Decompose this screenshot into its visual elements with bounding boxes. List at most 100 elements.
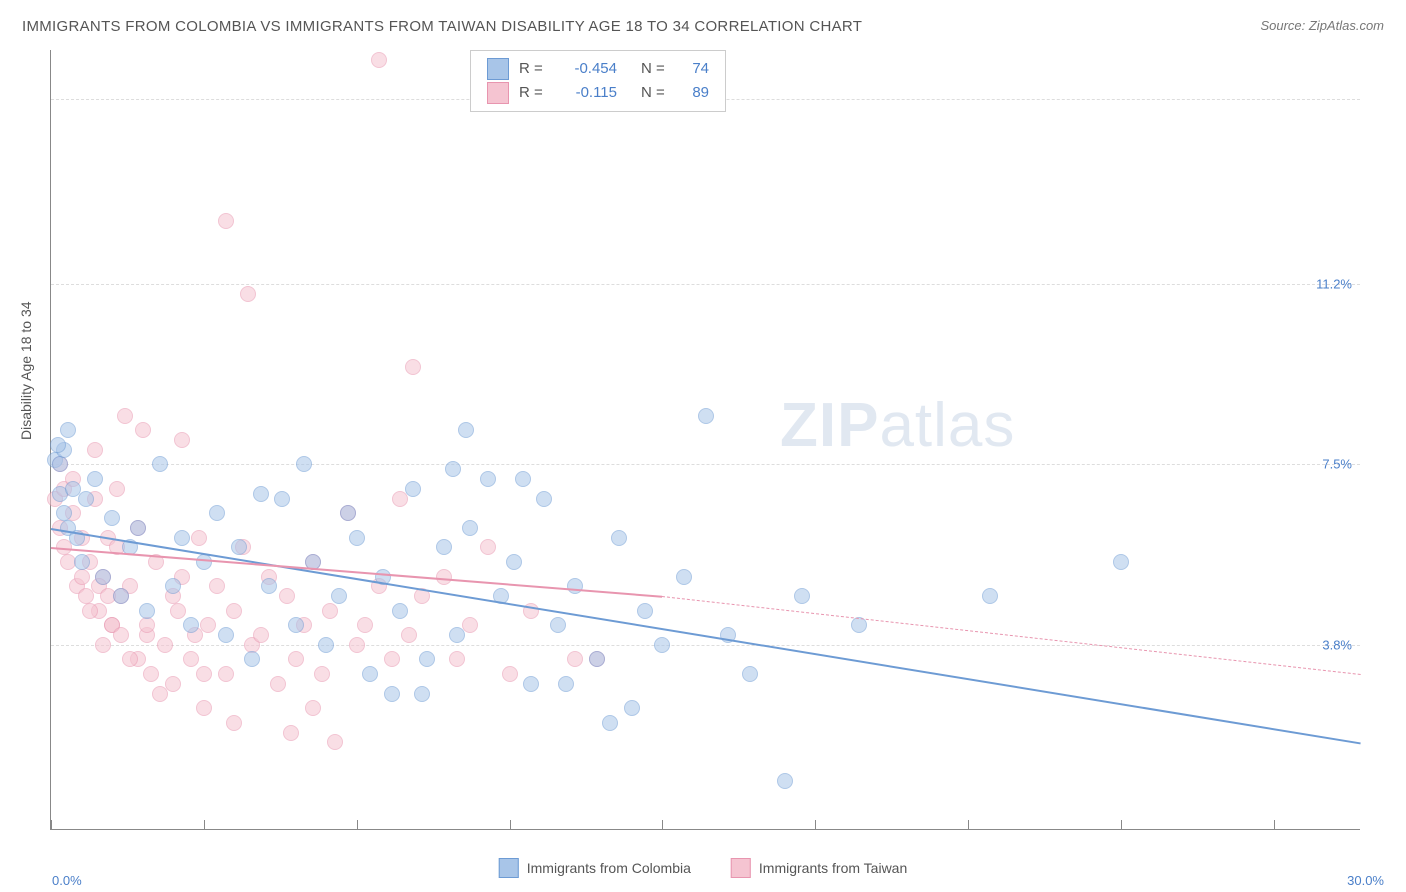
data-point: [458, 422, 474, 438]
data-point: [384, 651, 400, 667]
data-point: [288, 617, 304, 633]
data-point: [502, 666, 518, 682]
x-axis-min-label: 0.0%: [52, 873, 82, 888]
data-point: [523, 676, 539, 692]
data-point: [60, 422, 76, 438]
n-value: 89: [679, 81, 709, 105]
data-point: [449, 651, 465, 667]
data-point: [698, 408, 714, 424]
trend-line: [51, 528, 1361, 744]
data-point: [414, 686, 430, 702]
data-point: [165, 676, 181, 692]
legend-label: Immigrants from Colombia: [527, 860, 691, 876]
chart-plot-area: 3.8%7.5%11.2%: [50, 50, 1360, 830]
x-tick: [1274, 820, 1275, 830]
data-point: [296, 456, 312, 472]
data-point: [405, 481, 421, 497]
data-point: [170, 603, 186, 619]
data-point: [288, 651, 304, 667]
source-attribution: Source: ZipAtlas.com: [1260, 18, 1384, 33]
data-point: [183, 651, 199, 667]
legend-swatch: [487, 82, 509, 104]
data-point: [550, 617, 566, 633]
data-point: [602, 715, 618, 731]
data-point: [357, 617, 373, 633]
r-value: -0.454: [557, 57, 617, 81]
data-point: [152, 456, 168, 472]
data-point: [480, 539, 496, 555]
data-point: [218, 627, 234, 643]
legend-swatch: [731, 858, 751, 878]
data-point: [244, 651, 260, 667]
data-point: [157, 637, 173, 653]
data-point: [218, 213, 234, 229]
data-point: [209, 578, 225, 594]
data-point: [253, 486, 269, 502]
legend-item: Immigrants from Colombia: [499, 858, 691, 878]
data-point: [52, 456, 68, 472]
data-point: [130, 520, 146, 536]
data-point: [279, 588, 295, 604]
data-point: [462, 520, 478, 536]
data-point: [109, 481, 125, 497]
data-point: [113, 627, 129, 643]
data-point: [327, 734, 343, 750]
data-point: [567, 578, 583, 594]
data-point: [637, 603, 653, 619]
data-point: [567, 651, 583, 667]
y-axis-label: Disability Age 18 to 34: [18, 301, 34, 440]
stats-row: R =-0.115N =89: [487, 81, 709, 105]
data-point: [253, 627, 269, 643]
data-point: [401, 627, 417, 643]
data-point: [174, 530, 190, 546]
data-point: [558, 676, 574, 692]
data-point: [196, 666, 212, 682]
data-point: [445, 461, 461, 477]
data-point: [117, 408, 133, 424]
chart-legend: Immigrants from ColombiaImmigrants from …: [499, 858, 908, 878]
data-point: [139, 617, 155, 633]
data-point: [349, 530, 365, 546]
data-point: [340, 505, 356, 521]
stats-row: R =-0.454N =74: [487, 57, 709, 81]
y-tick-label: 11.2%: [1316, 277, 1352, 292]
data-point: [449, 627, 465, 643]
data-point: [218, 666, 234, 682]
data-point: [611, 530, 627, 546]
r-label: R =: [519, 81, 547, 105]
data-point: [274, 491, 290, 507]
n-label: N =: [641, 57, 669, 81]
data-point: [122, 651, 138, 667]
x-tick: [968, 820, 969, 830]
data-point: [174, 432, 190, 448]
data-point: [95, 569, 111, 585]
data-point: [515, 471, 531, 487]
data-point: [384, 686, 400, 702]
data-point: [349, 637, 365, 653]
data-point: [283, 725, 299, 741]
data-point: [82, 603, 98, 619]
data-point: [371, 52, 387, 68]
data-point: [506, 554, 522, 570]
data-point: [419, 651, 435, 667]
data-point: [95, 637, 111, 653]
x-tick: [1121, 820, 1122, 830]
x-axis-max-label: 30.0%: [1347, 873, 1384, 888]
data-point: [226, 715, 242, 731]
data-point: [87, 471, 103, 487]
data-point: [183, 617, 199, 633]
data-point: [331, 588, 347, 604]
data-point: [74, 554, 90, 570]
gridline: [51, 464, 1360, 465]
data-point: [196, 700, 212, 716]
y-tick-label: 7.5%: [1322, 457, 1352, 472]
data-point: [209, 505, 225, 521]
data-point: [536, 491, 552, 507]
data-point: [104, 510, 120, 526]
data-point: [270, 676, 286, 692]
correlation-stats-box: R =-0.454N =74R =-0.115N =89: [470, 50, 726, 112]
data-point: [322, 603, 338, 619]
data-point: [143, 666, 159, 682]
data-point: [436, 539, 452, 555]
x-tick: [357, 820, 358, 830]
